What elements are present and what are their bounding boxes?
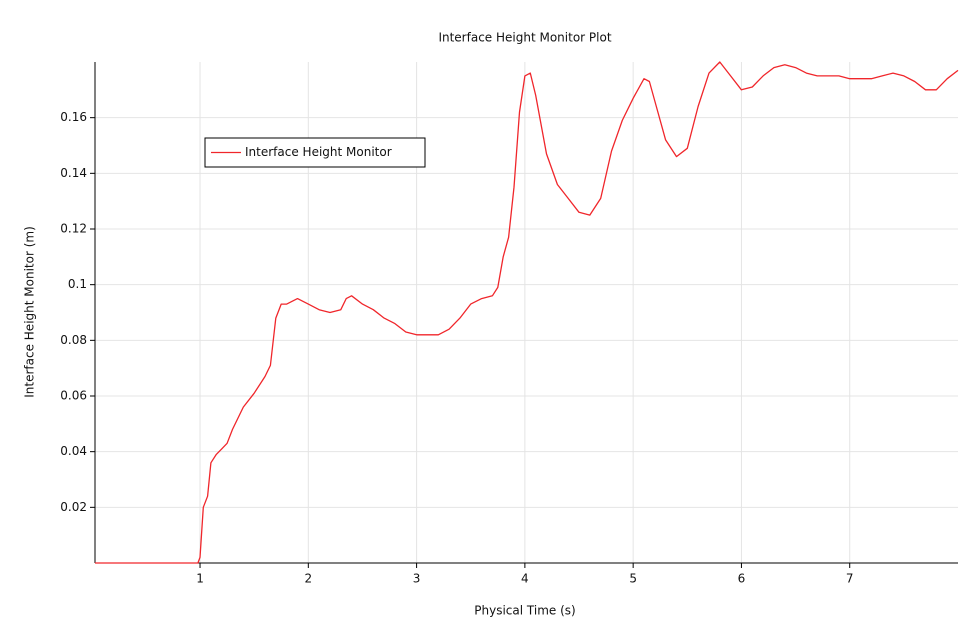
y-tick-label: 0.1	[68, 277, 87, 291]
y-tick-label: 0.08	[60, 333, 87, 347]
y-tick-label: 0.16	[60, 110, 87, 124]
y-tick-label: 0.02	[60, 500, 87, 514]
x-tick-label: 4	[521, 572, 529, 586]
chart-title: Interface Height Monitor Plot	[438, 31, 611, 45]
legend-box	[204, 137, 426, 168]
y-tick-label: 0.14	[60, 166, 87, 180]
legend-label: Interface Height Monitor	[245, 145, 392, 159]
x-tick-label: 2	[304, 572, 312, 586]
x-tick-label: 3	[413, 572, 421, 586]
x-tick-label: 6	[738, 572, 746, 586]
x-tick-label: 5	[629, 572, 637, 586]
y-tick-label: 0.04	[60, 444, 87, 458]
x-axis-label: Physical Time (s)	[474, 604, 575, 618]
x-tick-label: 7	[846, 572, 854, 586]
y-axis-label: Interface Height Monitor (m)	[23, 226, 37, 398]
y-tick-label: 0.12	[60, 222, 87, 236]
y-tick-label: 0.06	[60, 389, 87, 403]
x-tick-label: 1	[196, 572, 204, 586]
data-line	[95, 61, 959, 564]
